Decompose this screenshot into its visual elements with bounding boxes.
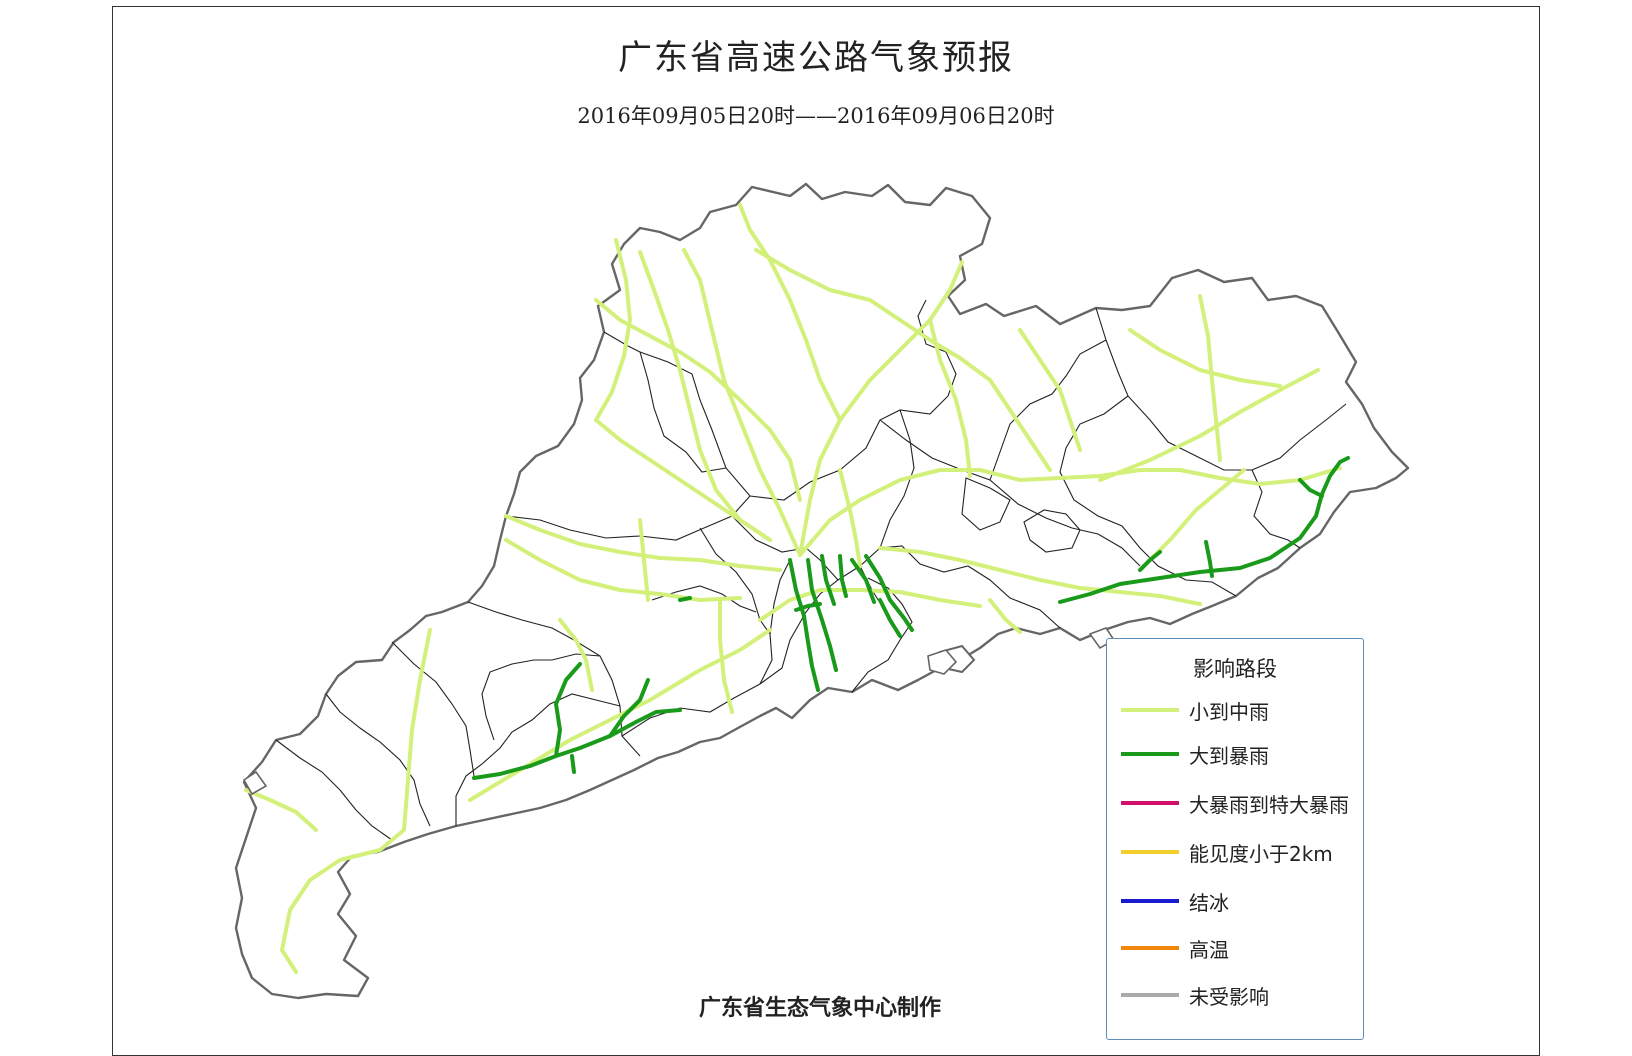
legend-swatch [1121,752,1179,756]
forecast-period: 2016年09月05日20时——2016年09月06日20时 [577,104,1055,128]
producer-credit: 广东省生态气象中心制作 [698,996,941,1021]
legend-swatch [1121,946,1179,950]
page-title: 广东省高速公路气象预报 [618,38,1014,78]
legend-label: 能见度小于2km [1189,841,1333,866]
legend-item-high-temp: 高温 [1121,935,1229,962]
city-borders [275,299,1347,841]
legend-label: 小到中雨 [1189,699,1269,724]
legend-item-torrential-rain: 大暴雨到特大暴雨 [1121,790,1349,817]
legend-item-icing: 结冰 [1121,888,1229,915]
legend-item-heavy-rain: 大到暴雨 [1121,741,1269,768]
legend-label: 大到暴雨 [1189,743,1269,768]
legend-swatch [1121,801,1179,805]
legend-title: 影响路段 [1193,657,1277,681]
legend-label: 高温 [1189,937,1229,962]
legend-swatch [1121,850,1179,854]
legend-item-low-visibility: 能见度小于2km [1121,839,1333,866]
coastal-islands [242,627,1116,796]
legend-swatch [1121,899,1179,903]
legend-label: 大暴雨到特大暴雨 [1189,792,1349,817]
legend-item-unaffected: 未受影响 [1121,982,1269,1009]
legend-box: 影响路段 小到中雨 大到暴雨 大暴雨到特大暴雨 能见度小于2km 结冰 高温 未… [1106,638,1364,1040]
roads-heavy-rain [472,456,1350,780]
legend-swatch [1121,993,1179,997]
legend-swatch [1121,708,1179,712]
legend-item-light-rain: 小到中雨 [1121,697,1269,724]
legend-label: 未受影响 [1189,984,1269,1009]
legend-label: 结冰 [1189,890,1229,915]
